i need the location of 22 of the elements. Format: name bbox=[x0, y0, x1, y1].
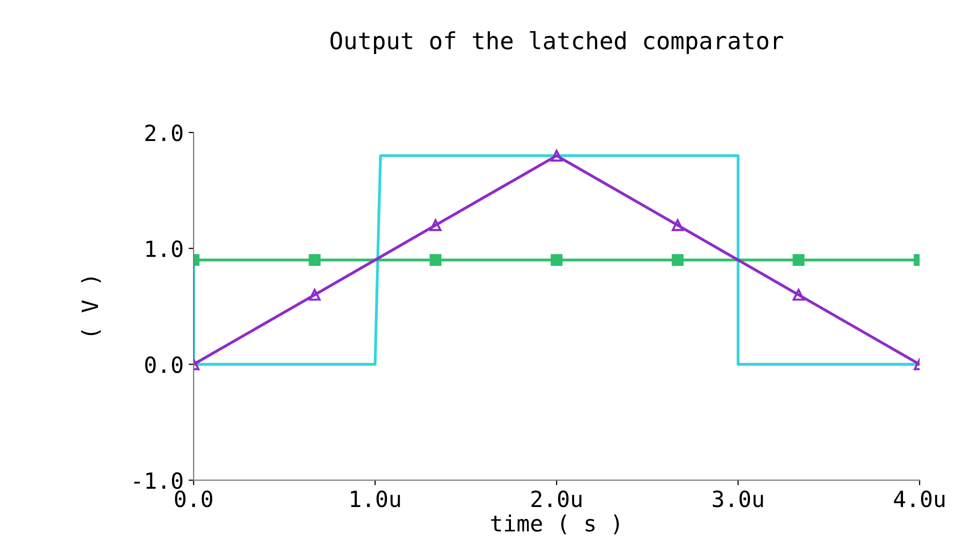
point bbox=[308, 254, 321, 266]
x-axis-title: time ( s ) bbox=[491, 514, 619, 534]
point bbox=[672, 254, 684, 266]
point bbox=[792, 254, 804, 266]
x-tick-label: 0.0 bbox=[174, 490, 212, 508]
point bbox=[550, 150, 563, 162]
x-tick-label: 3.0u bbox=[712, 490, 763, 508]
y-tick-label: 1.0 bbox=[146, 240, 182, 258]
chart-title: Output of the latched comparator bbox=[330, 31, 784, 54]
y-tick-label: -1.0 bbox=[134, 472, 182, 490]
y-tick-label: 2.0 bbox=[145, 124, 182, 142]
point bbox=[672, 219, 684, 232]
point bbox=[430, 219, 442, 232]
y-axis-title: ( V ) bbox=[81, 278, 101, 336]
x-tick-label: 1.0u bbox=[351, 490, 400, 508]
point bbox=[550, 254, 563, 266]
x-tick-label: 4.0u bbox=[894, 490, 944, 508]
point bbox=[430, 254, 442, 266]
point bbox=[308, 288, 321, 301]
x-tick-label: 2.0u bbox=[531, 490, 582, 508]
point bbox=[792, 288, 804, 301]
y-tick-label: 0.0 bbox=[145, 356, 182, 374]
